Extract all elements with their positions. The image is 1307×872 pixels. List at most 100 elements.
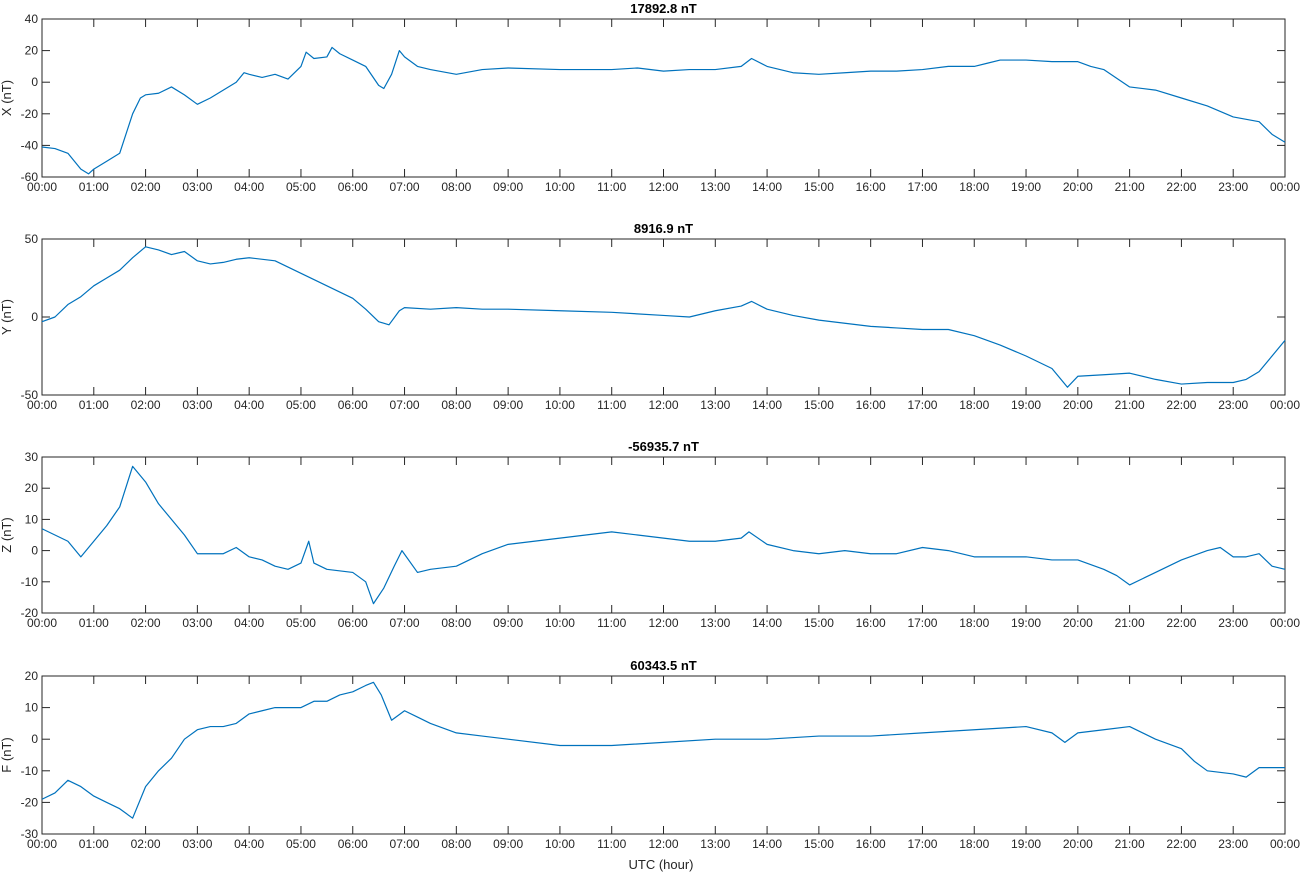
x-tick-label: 01:00 [79, 837, 109, 851]
x-tick-label: 06:00 [338, 398, 368, 412]
x-tick-label: 14:00 [752, 180, 782, 194]
y-tick-label: 0 [31, 732, 38, 746]
x-tick-label: 16:00 [856, 180, 886, 194]
x-tick-label: 03:00 [182, 180, 212, 194]
y-tick-label: -30 [21, 827, 39, 841]
x-tick-label: 03:00 [182, 616, 212, 630]
axes-box [41, 456, 1286, 614]
x-tick-label: 13:00 [700, 398, 730, 412]
x-tick-label: 16:00 [856, 837, 886, 851]
y-tick-label: 40 [25, 12, 39, 26]
x-tick-label: 06:00 [338, 616, 368, 630]
x-tick-label: 21:00 [1115, 398, 1145, 412]
y-tick-label: 20 [25, 481, 39, 495]
x-tick-label: 04:00 [234, 180, 264, 194]
series-line [41, 681, 1285, 819]
x-tick-label: 12:00 [648, 616, 678, 630]
x-tick-label: 22:00 [1166, 837, 1196, 851]
y-tick-label: -50 [21, 388, 39, 402]
x-tick-label: 00:00 [1270, 398, 1300, 412]
x-tick-label: 23:00 [1218, 616, 1248, 630]
x-tick-label: 07:00 [390, 398, 420, 412]
x-tick-label: 10:00 [545, 837, 575, 851]
x-axis-label: UTC (hour) [628, 857, 693, 872]
chart-panels: 17892.8 nT X (nT) -60 -40 -20 0 20 40 00:00 01:00… [0, 1, 1300, 851]
series-line [41, 46, 1286, 175]
x-tick-label: 16:00 [856, 398, 886, 412]
x-tick-label: 11:00 [597, 398, 626, 412]
x-tick-label: 19:00 [1011, 398, 1041, 412]
x-tick-label: 13:00 [700, 837, 730, 851]
y-tick-label: -40 [21, 138, 39, 152]
axes-box [41, 238, 1286, 396]
x-tick-label: 20:00 [1063, 180, 1093, 194]
x-tick-label: 19:00 [1011, 180, 1041, 194]
x-tick-label: 01:00 [79, 616, 109, 630]
x-tick-label: 20:00 [1063, 616, 1093, 630]
x-tick-label: 15:00 [804, 398, 834, 412]
x-tick-label: 06:00 [338, 837, 368, 851]
x-tick-label: 07:00 [390, 616, 420, 630]
y-axis-label: Y (nT) [0, 299, 14, 335]
x-tick-label: 09:00 [493, 837, 523, 851]
x-tick-label: 10:00 [545, 180, 575, 194]
series-line [41, 246, 1286, 388]
panel-title: 8916.9 nT [634, 221, 693, 236]
x-tick-label: 00:00 [1270, 837, 1300, 851]
y-axis-label: F (nT) [0, 737, 14, 772]
x-tick-label: 07:00 [390, 180, 420, 194]
x-tick-label: 12:00 [648, 180, 678, 194]
x-tick-label: 07:00 [390, 837, 420, 851]
x-tick-label: 05:00 [286, 180, 316, 194]
y-tick-label: 0 [31, 310, 38, 324]
x-tick-label: 14:00 [752, 398, 782, 412]
x-tick-label: 18:00 [959, 398, 989, 412]
x-tick-label: 21:00 [1115, 616, 1145, 630]
x-tick-label: 15:00 [804, 180, 834, 194]
y-tick-label: -20 [21, 795, 39, 809]
y-tick-label: 50 [25, 232, 39, 246]
y-axis-label: Z (nT) [0, 517, 14, 552]
x-tick-label: 02:00 [131, 837, 161, 851]
x-tick-label: 15:00 [804, 616, 834, 630]
x-tick-label: 22:00 [1166, 398, 1196, 412]
x-tick-label: 03:00 [182, 398, 212, 412]
x-tick-label: 03:00 [182, 837, 212, 851]
y-tick-label: 0 [31, 544, 38, 558]
x-tick-label: 00:00 [27, 837, 57, 851]
x-tick-label: 20:00 [1063, 398, 1093, 412]
y-tick-label: 30 [25, 450, 39, 464]
panel-title: 17892.8 nT [630, 1, 697, 16]
x-tick-label: 22:00 [1166, 180, 1196, 194]
x-tick-label: 04:00 [234, 837, 264, 851]
x-tick-label: 02:00 [131, 616, 161, 630]
x-tick-label: 11:00 [597, 837, 626, 851]
x-tick-label: 18:00 [959, 616, 989, 630]
x-tick-label: 18:00 [959, 180, 989, 194]
panel-title: -56935.7 nT [628, 439, 699, 454]
x-tick-label: 00:00 [1270, 616, 1300, 630]
x-tick-label: 01:00 [79, 398, 109, 412]
y-tick-label: 20 [25, 44, 39, 58]
x-tick-label: 11:00 [597, 180, 626, 194]
x-tick-label: 02:00 [131, 398, 161, 412]
x-tick-label: 23:00 [1218, 837, 1248, 851]
x-tick-label: 17:00 [907, 180, 937, 194]
x-tick-label: 10:00 [545, 616, 575, 630]
x-tick-label: 08:00 [441, 180, 471, 194]
x-tick-label: 21:00 [1115, 837, 1145, 851]
x-tick-label: 12:00 [648, 837, 678, 851]
series-line [41, 465, 1286, 605]
y-tick-label: -10 [21, 764, 39, 778]
x-tick-label: 09:00 [493, 398, 523, 412]
x-tick-label: 20:00 [1063, 837, 1093, 851]
x-tick-label: 19:00 [1011, 616, 1041, 630]
y-tick-label: 0 [31, 75, 38, 89]
x-tick-label: 21:00 [1115, 180, 1145, 194]
x-tick-label: 17:00 [907, 837, 937, 851]
x-tick-label: 00:00 [27, 616, 57, 630]
y-tick-label: 10 [25, 512, 39, 526]
y-tick-label: -10 [21, 575, 39, 589]
chart-panel-x: 17892.8 nT X (nT) -60 -40 -20 0 20 40 00:00 01:00… [0, 1, 1300, 194]
